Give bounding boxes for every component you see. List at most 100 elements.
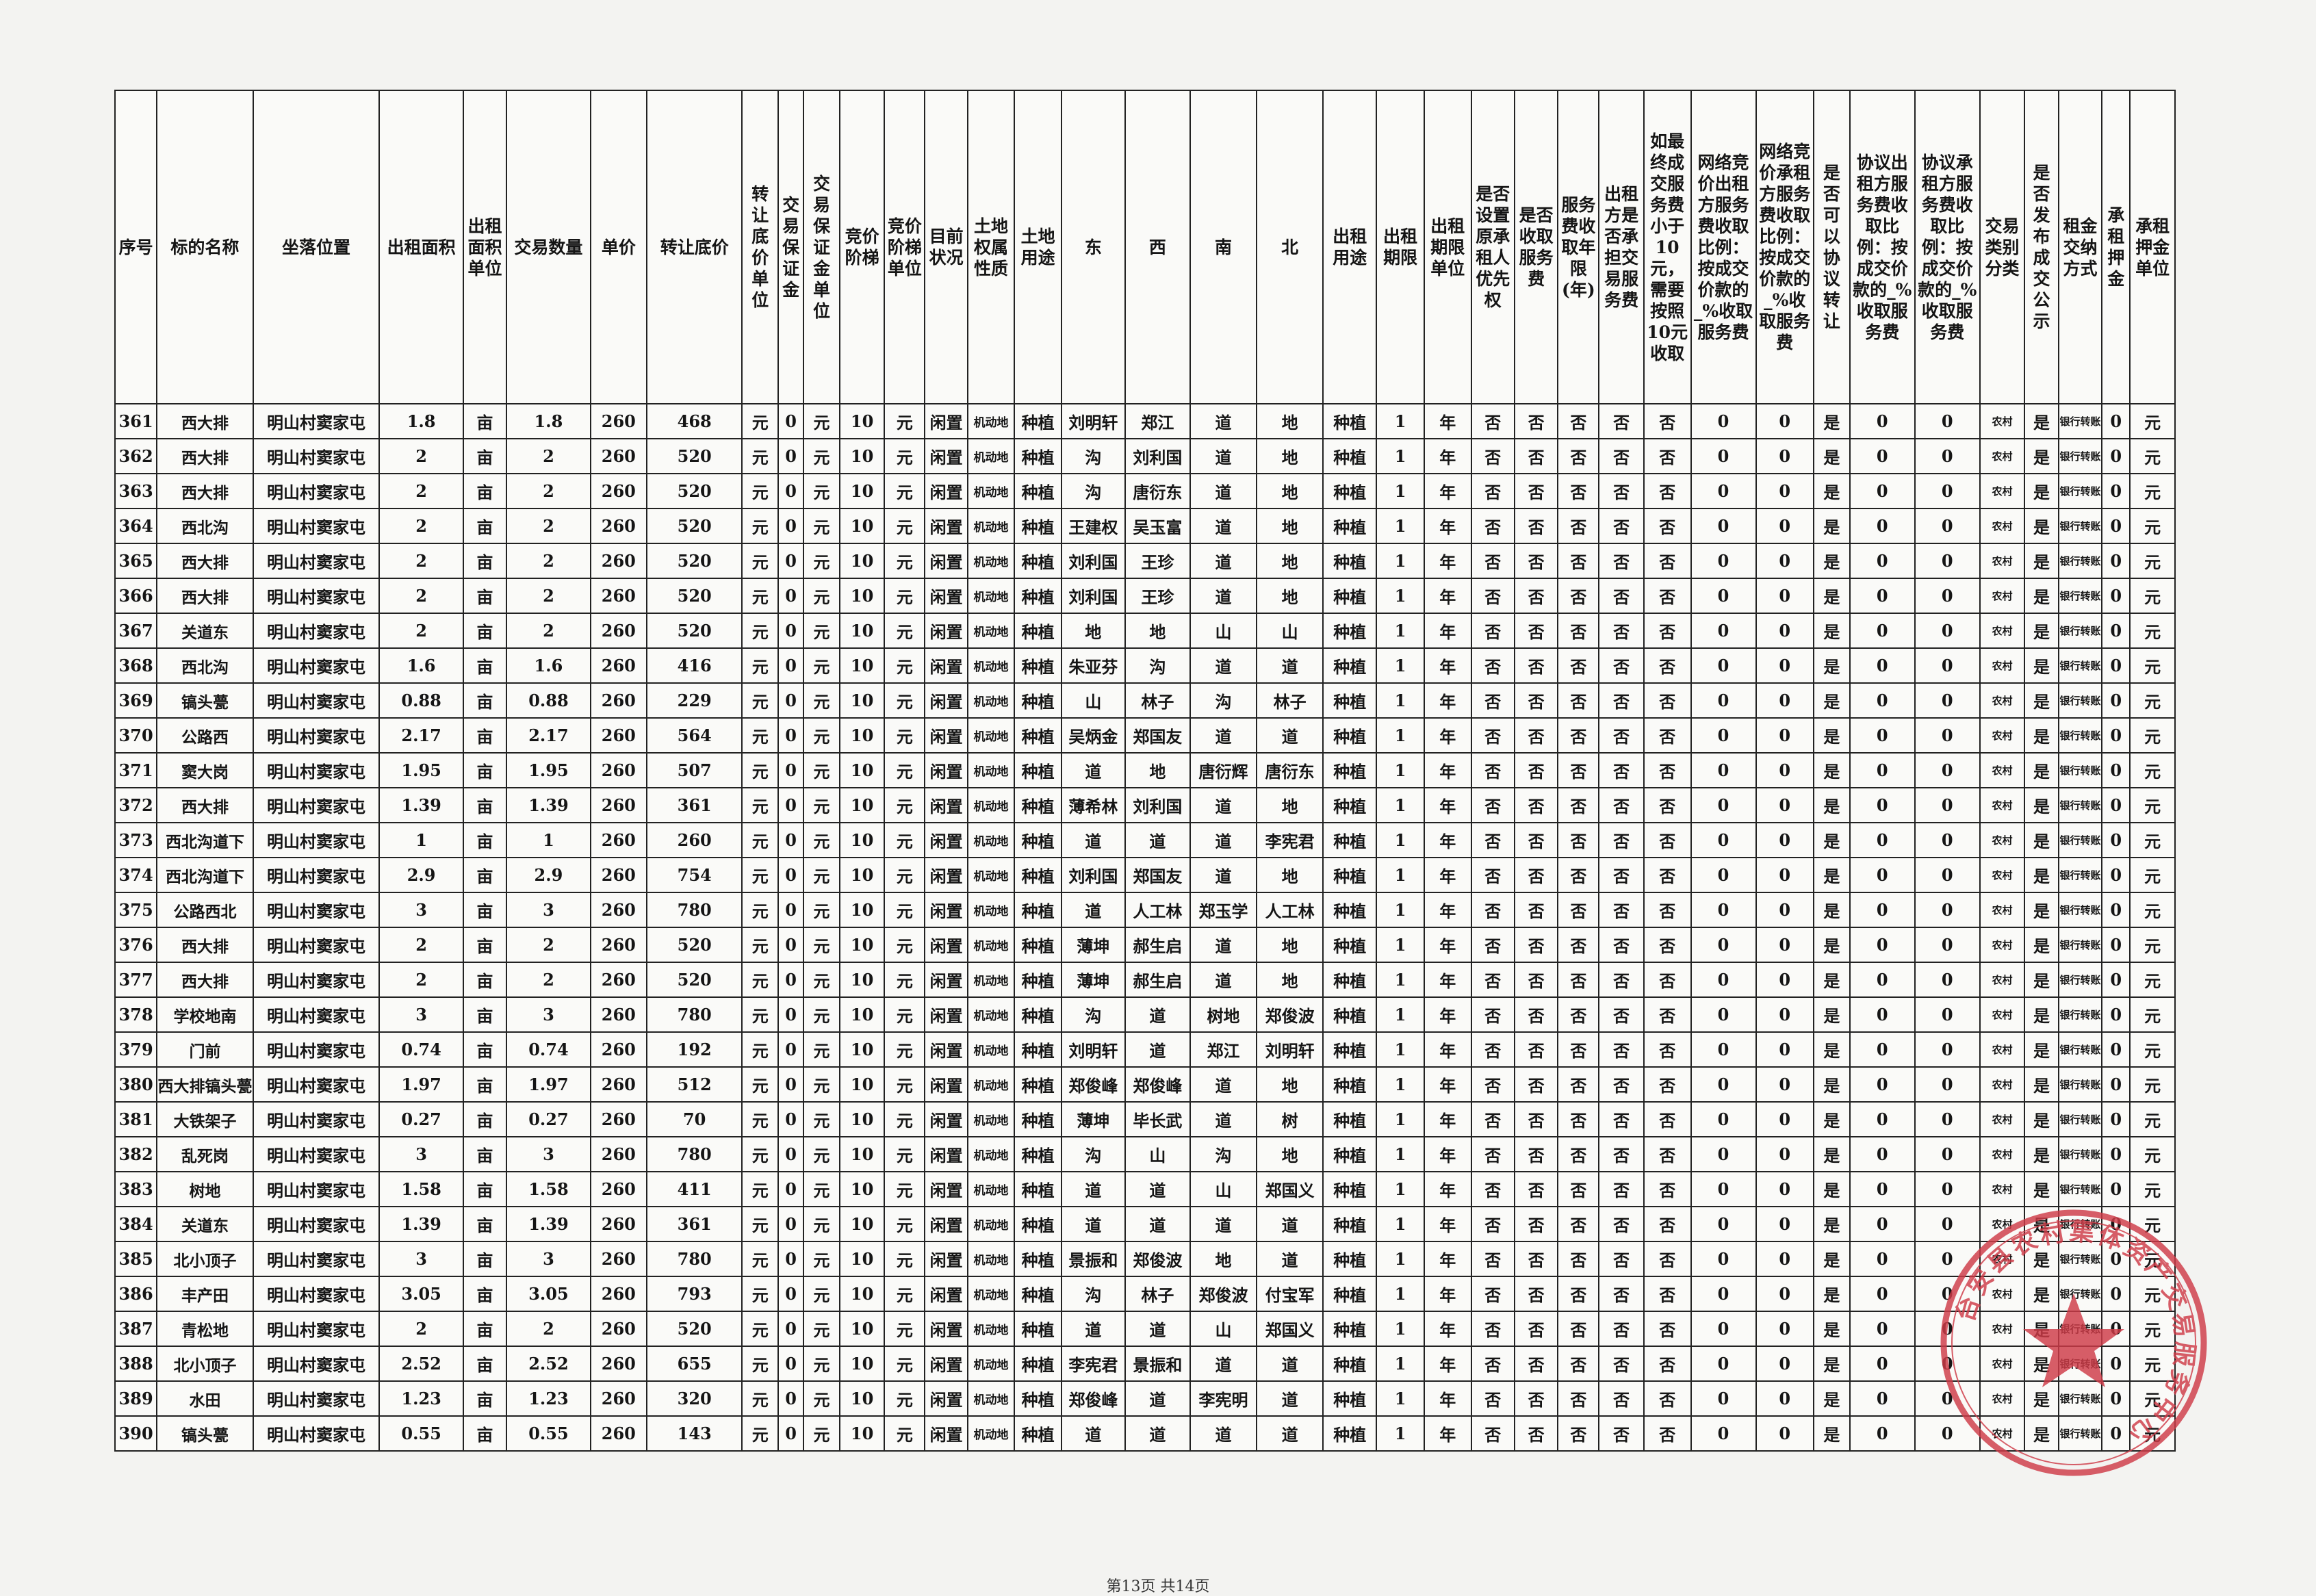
lease-term-cell: 1 xyxy=(1376,508,1425,544)
service-fee-years-cell: 否 xyxy=(1557,1241,1600,1277)
land-ownership-cell: 机动地 xyxy=(966,647,1016,684)
transaction-category-cell: 农村 xyxy=(1979,438,2026,474)
reserve-price-cell: 361 xyxy=(646,1206,743,1242)
lease-use-cell: 种植 xyxy=(1322,857,1378,893)
deposit-cell: 0 xyxy=(777,787,805,823)
quantity-cell: 1.39 xyxy=(506,787,591,823)
online-lessee-fee-rate-cell: 0 xyxy=(1755,613,1814,649)
boundary-west-cell: 吴玉富 xyxy=(1124,508,1191,544)
reserve-price-cell: 520 xyxy=(646,1311,743,1347)
land-use-cell: 种植 xyxy=(1014,927,1062,963)
transaction-category-cell: 农村 xyxy=(1979,927,2026,963)
boundary-north-cell: 地 xyxy=(1256,1136,1324,1172)
land-ownership-cell: 机动地 xyxy=(966,1311,1016,1347)
column-header: 出租面积单位 xyxy=(462,90,508,404)
reserve-price-cell: 70 xyxy=(646,1101,743,1137)
publish-result-cell: 是 xyxy=(2024,1311,2059,1347)
transaction-category-cell: 农村 xyxy=(1979,962,2026,998)
quantity-cell: 3 xyxy=(506,1136,591,1172)
lease-use-cell: 种植 xyxy=(1322,822,1378,858)
negotiated-lessor-fee-rate-cell: 0 xyxy=(1849,578,1916,614)
boundary-north-cell: 人工林 xyxy=(1256,892,1324,928)
boundary-south-cell: 道 xyxy=(1189,1206,1258,1242)
online-lessor-fee-rate-cell: 0 xyxy=(1690,1136,1757,1172)
boundary-north-cell: 道 xyxy=(1256,647,1324,684)
rent-payment-method-cell: 银行转账 xyxy=(2057,1241,2103,1277)
current-status-cell: 闲置 xyxy=(924,682,968,719)
area-unit-cell: 亩 xyxy=(462,1171,508,1207)
column-header: 北 xyxy=(1256,90,1324,404)
reserve-price-unit-cell: 元 xyxy=(741,1136,780,1172)
area-unit-cell: 亩 xyxy=(462,508,508,544)
publish-result-cell: 是 xyxy=(2024,857,2059,893)
lease-deposit-cell: 0 xyxy=(2101,473,2131,509)
priority-right-cell: 否 xyxy=(1470,543,1515,579)
service-fee-years-cell: 否 xyxy=(1557,927,1600,963)
lease-area-cell: 3 xyxy=(378,892,464,928)
location-cell: 明山村窦家屯 xyxy=(252,647,381,684)
boundary-east-cell: 薄坤 xyxy=(1060,962,1126,998)
online-lessor-fee-rate-cell: 0 xyxy=(1690,1241,1757,1277)
lease-deposit-unit-cell: 元 xyxy=(2129,1276,2176,1312)
location-cell: 明山村窦家屯 xyxy=(252,578,381,614)
service-fee-years-cell: 否 xyxy=(1557,1206,1600,1242)
row-number-cell: 369 xyxy=(114,682,158,719)
reserve-price-unit-cell: 元 xyxy=(741,1276,780,1312)
land-use-cell: 种植 xyxy=(1014,717,1062,754)
negotiated-transfer-cell: 是 xyxy=(1812,1380,1851,1417)
bid-step-cell: 10 xyxy=(838,962,886,998)
quantity-cell: 0.74 xyxy=(506,1031,591,1068)
lease-deposit-cell: 0 xyxy=(2101,403,2131,439)
lease-term-cell: 1 xyxy=(1376,682,1425,719)
boundary-west-cell: 郑俊峰 xyxy=(1124,1066,1191,1103)
online-lessor-fee-rate-cell: 0 xyxy=(1690,473,1757,509)
lease-term-unit-cell: 年 xyxy=(1423,927,1472,963)
deposit-unit-cell: 元 xyxy=(803,1276,840,1312)
rent-payment-method-cell: 银行转账 xyxy=(2057,1206,2103,1242)
boundary-west-cell: 道 xyxy=(1124,996,1191,1033)
reserve-price-cell: 143 xyxy=(646,1415,743,1452)
column-header: 交易数量 xyxy=(506,90,591,404)
priority-right-cell: 否 xyxy=(1470,1311,1515,1347)
boundary-south-cell: 道 xyxy=(1189,857,1258,893)
online-lessee-fee-rate-cell: 0 xyxy=(1755,787,1814,823)
lease-term-unit-cell: 年 xyxy=(1423,962,1472,998)
boundary-south-cell: 道 xyxy=(1189,438,1258,474)
service-fee-charged-cell: 否 xyxy=(1513,1311,1559,1347)
rent-payment-method-cell: 银行转账 xyxy=(2057,996,2103,1033)
boundary-north-cell: 地 xyxy=(1256,473,1324,509)
lease-area-cell: 3 xyxy=(378,996,464,1033)
lease-deposit-cell: 0 xyxy=(2101,682,2131,719)
lease-use-cell: 种植 xyxy=(1322,1136,1378,1172)
lease-term-unit-cell: 年 xyxy=(1423,892,1472,928)
bid-step-cell: 10 xyxy=(838,647,886,684)
rent-payment-method-cell: 银行转账 xyxy=(2057,647,2103,684)
transaction-category-cell: 农村 xyxy=(1979,787,2026,823)
lessor-bears-fee-cell: 否 xyxy=(1598,1380,1645,1417)
reserve-price-cell: 520 xyxy=(646,962,743,998)
lease-deposit-unit-cell: 元 xyxy=(2129,1066,2176,1103)
bid-step-unit-cell: 元 xyxy=(884,1171,926,1207)
reserve-price-unit-cell: 元 xyxy=(741,1031,780,1068)
transaction-category-cell: 农村 xyxy=(1979,1346,2026,1382)
reserve-price-cell: 780 xyxy=(646,1136,743,1172)
lease-deposit-cell: 0 xyxy=(2101,543,2131,579)
rent-payment-method-cell: 银行转账 xyxy=(2057,438,2103,474)
boundary-south-cell: 地 xyxy=(1189,1241,1258,1277)
row-number-cell: 390 xyxy=(114,1415,158,1452)
service-fee-charged-cell: 否 xyxy=(1513,438,1559,474)
area-unit-cell: 亩 xyxy=(462,682,508,719)
bid-step-cell: 10 xyxy=(838,473,886,509)
lessor-bears-fee-cell: 否 xyxy=(1598,717,1645,754)
rent-payment-method-cell: 银行转账 xyxy=(2057,1346,2103,1382)
column-header: 南 xyxy=(1189,90,1258,404)
negotiated-lessee-fee-rate-cell: 0 xyxy=(1914,403,1981,439)
boundary-west-cell: 林子 xyxy=(1124,682,1191,719)
lease-use-cell: 种植 xyxy=(1322,1346,1378,1382)
unit-price-cell: 260 xyxy=(589,1171,648,1207)
boundary-north-cell: 道 xyxy=(1256,1380,1324,1417)
service-fee-years-cell: 否 xyxy=(1557,682,1600,719)
land-ownership-cell: 机动地 xyxy=(966,682,1016,719)
land-ownership-cell: 机动地 xyxy=(966,962,1016,998)
row-number-cell: 389 xyxy=(114,1380,158,1417)
